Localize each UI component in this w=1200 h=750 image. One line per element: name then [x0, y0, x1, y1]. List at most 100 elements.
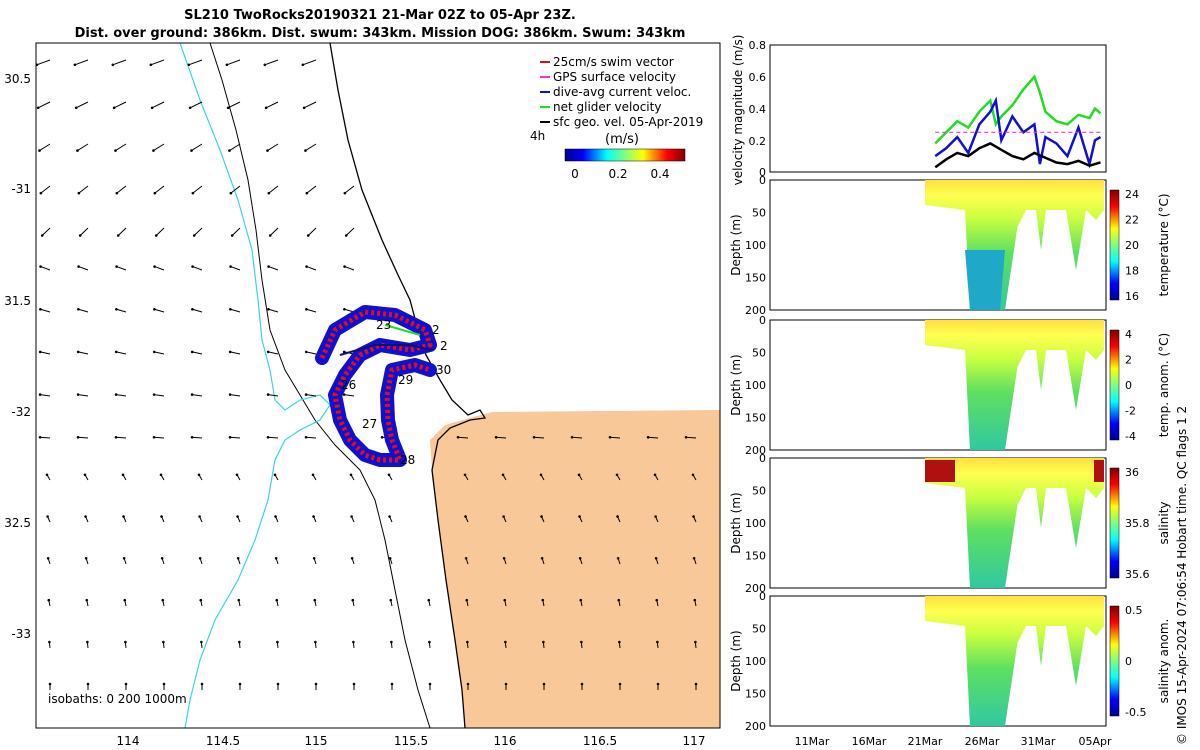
- velocity-arrow: [571, 436, 583, 439]
- velocity-arrow: [112, 59, 127, 66]
- velocity-arrow: [306, 351, 317, 355]
- arrow-head: [122, 515, 125, 518]
- y-tick-label: 0.4: [749, 103, 767, 116]
- velocity-arrow: [268, 394, 279, 397]
- arrow-head: [76, 350, 80, 354]
- velocity-arrow: [192, 351, 203, 355]
- arrow-head: [266, 436, 270, 439]
- arrow-head: [266, 350, 270, 354]
- arrow-head: [276, 640, 279, 644]
- isobath-200: [209, 43, 431, 728]
- arrow-head: [540, 556, 544, 560]
- arrow-head: [311, 473, 315, 477]
- arrow-head: [267, 265, 270, 268]
- velocity-arrow: [75, 101, 89, 109]
- arrow-head: [390, 640, 393, 644]
- arrow-head: [542, 640, 545, 644]
- series-line: [934, 96, 1102, 169]
- velocity-arrow: [116, 308, 127, 313]
- arrow-head: [387, 473, 391, 477]
- velocity-arrow: [39, 436, 51, 439]
- arrow-head: [343, 191, 347, 195]
- colorbar-time: 4h: [530, 129, 545, 143]
- velocity-arrow: [189, 101, 203, 109]
- velocity-arrow: [116, 394, 127, 397]
- colorbar-tick: 35.6: [1125, 568, 1150, 581]
- high-salinity-patch: [925, 460, 955, 482]
- arrow-head: [77, 307, 80, 311]
- velocity-arrow: [264, 59, 279, 66]
- arrow-head: [76, 149, 79, 152]
- section-panel: 0 50 100 150 200 Depth (m) 36 35.8 35.6 salinity: [729, 452, 1171, 595]
- arrow-head: [36, 63, 39, 67]
- arrow-head: [114, 149, 117, 152]
- colorbar-tick: -2: [1125, 405, 1136, 418]
- section-colorbar: [1109, 467, 1120, 579]
- arrow-head: [656, 640, 659, 644]
- arrow-head: [48, 640, 51, 644]
- arrow-head: [190, 393, 194, 396]
- arrow-head: [314, 682, 318, 686]
- legend-gps-label: GPS surface velocity: [553, 70, 676, 84]
- arrow-head: [199, 598, 203, 602]
- arrow-head: [115, 191, 119, 195]
- velocity-arrow: [40, 266, 51, 271]
- arrow-head: [124, 640, 127, 644]
- arrow-head: [656, 682, 660, 686]
- lon-tick-label: 115.5: [394, 734, 428, 748]
- footer-credit: © IMOS 15-Apr-2024 07:06:54 Hobart time.…: [1175, 406, 1189, 745]
- time-series-panels: 0.8 0.6 0.4 0.2 0 velocity magnitude (m/…: [729, 35, 1189, 748]
- arrow-head: [123, 598, 127, 602]
- velocity-arrow: [192, 308, 203, 313]
- arrow-head: [304, 149, 307, 152]
- arrow-head: [40, 234, 44, 237]
- arrow-head: [466, 682, 470, 686]
- arrow-head: [504, 682, 508, 686]
- series-line: [934, 74, 1102, 145]
- lon-tick-label: 116: [494, 734, 517, 748]
- arrow-head: [39, 191, 43, 195]
- velocity-arrow: [305, 436, 317, 439]
- velocity-arrow: [115, 143, 127, 151]
- arrow-head: [380, 436, 384, 439]
- velocity-arrow: [40, 185, 51, 194]
- section-colorbar: [1109, 189, 1120, 301]
- arrow-head: [427, 598, 431, 602]
- arrow-head: [302, 106, 306, 110]
- section-data: [925, 320, 1104, 450]
- arrow-head: [352, 640, 355, 644]
- colorbar-label: salinity anom.: [1157, 619, 1171, 704]
- velocity-arrow: [230, 394, 241, 397]
- velocity-arrow: [305, 143, 317, 151]
- y-tick-label: 150: [745, 550, 766, 563]
- legend-geo-label: sfc geo. vel. 05-Apr-2019: [553, 115, 703, 129]
- arrow-head: [539, 473, 543, 477]
- arrow-head: [45, 473, 49, 477]
- arrow-head: [191, 307, 194, 311]
- y-tick-label: 100: [745, 239, 766, 252]
- arrow-head: [86, 682, 90, 686]
- velocity-arrow: [268, 266, 279, 271]
- plot-frame: [769, 44, 1107, 173]
- velocity-arrow: [647, 436, 659, 439]
- arrow-head: [314, 640, 317, 644]
- velocity-arrow: [230, 266, 241, 271]
- day-label: 26: [341, 378, 356, 392]
- y-tick-label: 200: [745, 720, 766, 733]
- arrow-head: [149, 63, 153, 67]
- arrow-head: [192, 234, 196, 237]
- arrow-head: [305, 265, 308, 268]
- arrow-head: [162, 682, 166, 686]
- velocity-arrow: [267, 143, 279, 151]
- velocity-arrow: [188, 59, 203, 66]
- y-tick-label: 50: [752, 485, 766, 498]
- chart-subtitle: Dist. over ground: 386km. Dist. swum: 34…: [74, 26, 686, 41]
- arrow-head: [616, 556, 620, 560]
- arrow-head: [501, 473, 505, 477]
- velocity-arrow: [685, 436, 697, 439]
- lon-tick-label: 116.5: [583, 734, 617, 748]
- velocity-arrow: [230, 351, 241, 355]
- x-tick-label: 21Mar: [908, 735, 943, 748]
- arrow-head: [38, 393, 42, 396]
- arrow-head: [235, 473, 239, 477]
